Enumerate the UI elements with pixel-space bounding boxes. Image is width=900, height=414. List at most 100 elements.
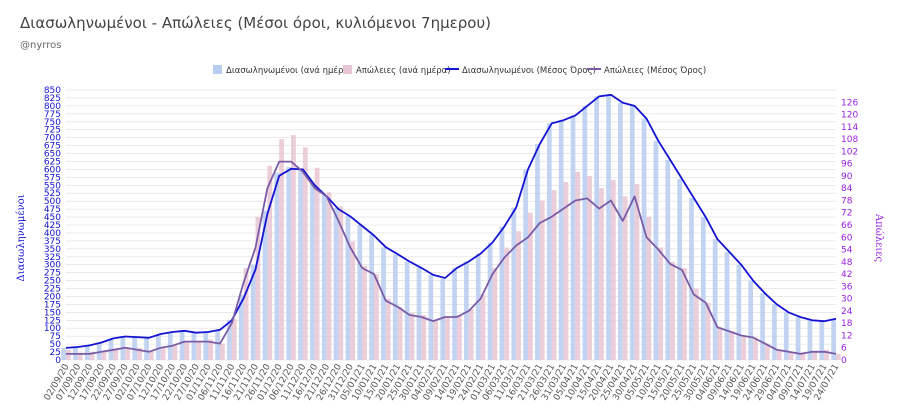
legend-label-intubated-daily: Διασωληνωμένοι (ανά ημέρα) [226,65,352,76]
chart-subtitle: @nyrros [20,40,62,51]
intubated-daily-bar [286,166,292,360]
intubated-daily-bar [333,208,339,360]
deaths-daily-bar [421,315,427,360]
intubated-daily-bar [381,247,386,360]
left-tick-label: 700 [44,134,61,144]
intubated-daily-bar [736,264,742,360]
deaths-daily-bar [682,267,687,360]
deaths-daily-bar [764,343,770,360]
intubated-daily-bar [641,118,647,361]
deaths-daily-bar [302,147,308,360]
intubated-daily-bar [357,225,363,360]
intubated-daily-bar [831,318,836,360]
right-tick-label: 30 [841,295,853,305]
deaths-daily-bar [374,274,379,360]
deaths-daily-bar [670,261,675,360]
deaths-daily-bar [456,315,462,360]
deaths-daily-bar [587,175,592,360]
right-tick-label: 36 [841,282,853,292]
intubated-daily-bar [795,317,801,360]
deaths-daily-bar [824,349,829,360]
intubated-daily-bar [712,239,718,360]
left-tick-label: 0 [55,356,61,366]
intubated-daily-bar [179,330,185,360]
intubated-daily-bar [487,242,493,360]
right-tick-label: 48 [841,258,853,268]
intubated-daily-bar [144,337,149,360]
right-tick-label: 12 [841,331,852,341]
intubated-daily-bar [594,96,600,361]
intubated-daily-bar [250,264,256,360]
deaths-average-line [66,160,837,355]
left-tick-label: 225 [44,285,61,295]
deaths-daily-bar [836,353,841,360]
deaths-daily-bar [208,339,213,360]
intubated-daily-bar [191,332,197,360]
left-axis-ticks: 0255075100125150175200225250275300325350… [44,86,61,366]
deaths-daily-bar [220,343,225,360]
deaths-daily-bar [137,347,142,360]
right-tick-label: 54 [841,246,853,256]
deaths-daily-bar [480,294,486,360]
left-tick-label: 300 [44,261,61,271]
deaths-daily-bar [741,335,746,360]
intubated-daily-bar [629,105,635,360]
intubated-daily-bar [369,234,374,360]
left-tick-label: 525 [44,189,61,199]
right-tick-label: 6 [841,344,847,354]
deaths-daily-bar [539,200,545,360]
intubated-daily-bar [582,105,588,360]
deaths-daily-bar [622,196,628,360]
deaths-daily-bar [362,265,367,360]
deaths-daily-bar [350,241,356,360]
right-tick-label: 24 [841,307,853,317]
intubated-daily-bar [511,207,517,360]
intubated-daily-bar [689,198,694,360]
deaths-daily-bar [113,349,119,360]
right-tick-label: 60 [841,233,853,243]
left-tick-label: 250 [44,277,61,287]
right-tick-label: 0 [841,356,847,366]
deaths-daily-bar [788,351,794,360]
deaths-daily-bar [433,321,438,360]
left-tick-label: 325 [44,253,61,263]
legend: Διασωληνωμένοι (ανά ημέρα) Απώλειες (ανά… [213,65,706,76]
right-tick-label: 126 [841,98,858,108]
intubated-daily-bar [428,274,434,360]
intubated-average-line [65,93,837,349]
right-tick-label: 114 [841,123,858,133]
deaths-daily-bar [776,349,782,360]
left-tick-label: 400 [44,229,61,239]
left-tick-label: 800 [44,102,61,112]
deaths-daily-bar [196,341,202,360]
left-tick-label: 25 [50,348,61,358]
intubated-daily-bar [156,333,161,360]
intubated-daily-bar [523,169,528,360]
deaths-daily-bar [77,353,83,360]
deaths-daily-bar [551,190,557,360]
deaths-daily-bar [148,351,154,360]
intubated-daily-bar [321,194,327,360]
deaths-daily-bar [729,331,735,360]
left-tick-label: 675 [44,142,61,152]
left-tick-label: 75 [50,332,61,342]
intubated-daily-bar [700,217,706,360]
chart-title: Διασωληνωμένοι - Απώλειες (Μέσοι όροι, κ… [20,14,491,32]
right-tick-label: 42 [841,270,852,280]
deaths-daily-bar [504,247,510,360]
deaths-daily-bar [610,180,616,360]
legend-swatch-deaths-daily [343,65,352,74]
intubated-daily-bar [724,252,730,360]
intubated-daily-bar [274,172,280,360]
intubated-daily-bar [203,332,209,360]
gridlines [66,89,836,361]
intubated-daily-bar [748,280,754,360]
intubated-daily-bar [108,338,114,360]
intubated-daily-bar [262,210,268,360]
intubated-daily-bar [499,226,505,360]
intubated-daily-bar [215,329,220,360]
deaths-daily-bar [516,231,521,360]
deaths-daily-bar [658,247,664,360]
intubated-daily-bar [618,102,623,361]
intubated-daily-bar [546,123,552,361]
